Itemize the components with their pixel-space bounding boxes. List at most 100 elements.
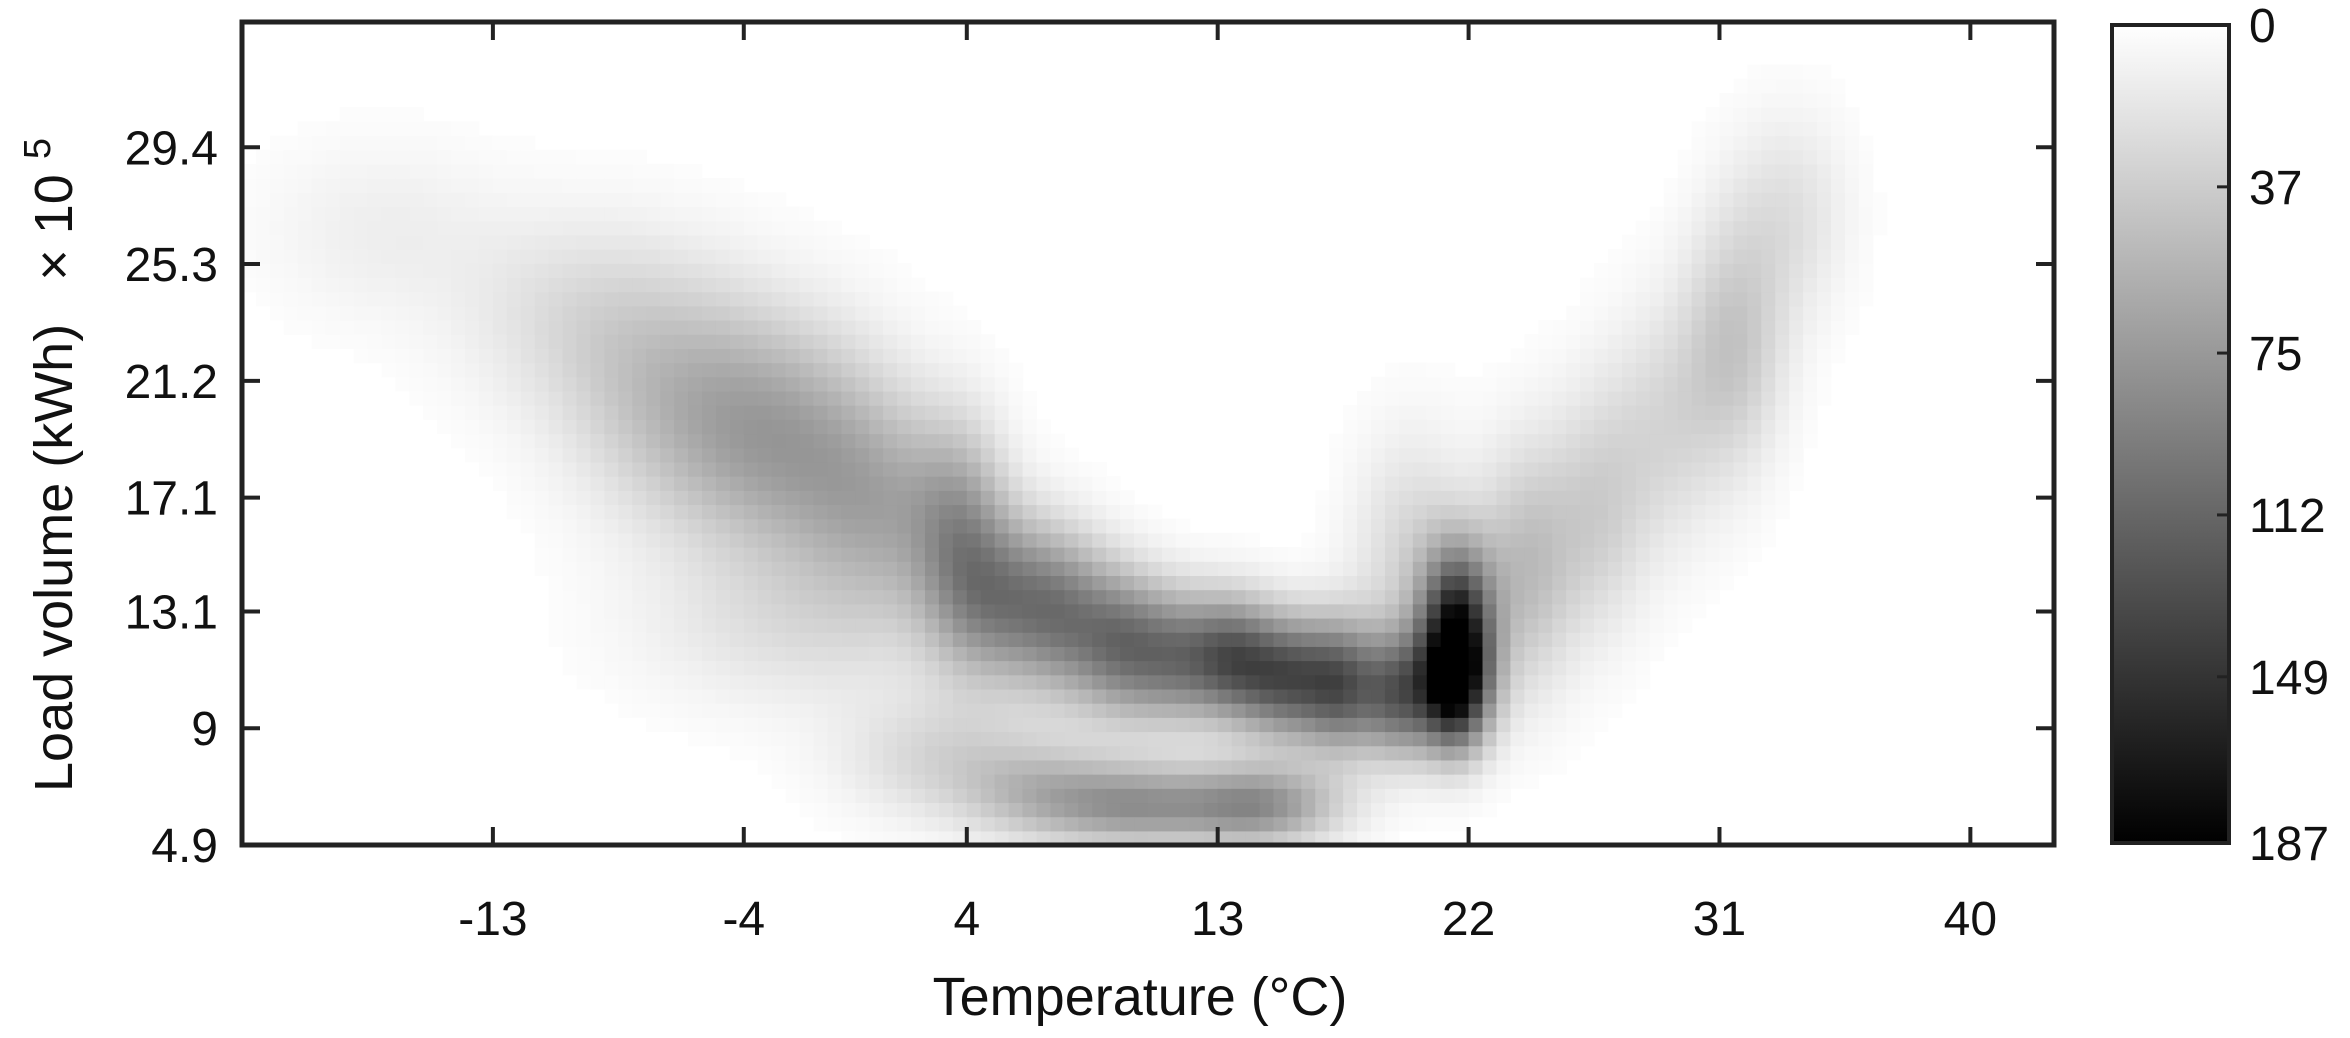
heatmap-cell (1524, 674, 1539, 690)
heatmap-cell (1343, 816, 1358, 832)
heatmap-cell (492, 149, 508, 165)
heatmap-cell (1106, 547, 1121, 562)
heatmap-cell (381, 234, 396, 250)
heatmap-cell (465, 376, 480, 392)
heatmap-cell (423, 319, 438, 335)
heatmap-cell (590, 461, 605, 477)
heatmap-cell (1580, 362, 1595, 378)
heatmap-cell (1120, 518, 1135, 534)
heatmap-cell (897, 589, 912, 605)
heatmap-cell (1691, 390, 1707, 406)
heatmap-cell (1426, 362, 1442, 378)
heatmap-cell (1747, 390, 1762, 406)
heatmap-cell (924, 490, 940, 506)
heatmap-cell (423, 192, 438, 208)
heatmap-cell (1691, 319, 1707, 335)
heatmap-cell (1008, 547, 1024, 562)
heatmap-cell (952, 518, 968, 534)
heatmap-cell (1635, 433, 1651, 449)
heatmap-cell (897, 305, 912, 321)
heatmap-cell (632, 149, 647, 165)
heatmap-cell (883, 461, 898, 477)
heatmap-cell (1454, 703, 1470, 718)
heatmap-cell (1287, 617, 1302, 633)
heatmap-cell (646, 504, 661, 520)
heatmap-cell (688, 617, 703, 633)
heatmap-cell (297, 249, 313, 264)
heatmap-cell (1677, 447, 1693, 463)
heatmap-cell (1384, 646, 1400, 662)
heatmap-cell (771, 433, 787, 449)
heatmap-cell (1301, 646, 1316, 662)
heatmap-cell (1301, 617, 1316, 633)
heatmap-cell (743, 376, 759, 392)
heatmap-cell (1050, 547, 1065, 562)
heatmap-cell (1566, 390, 1581, 406)
heatmap-cell (911, 376, 926, 392)
heatmap-cell (1315, 717, 1330, 733)
heatmap-cell (924, 334, 940, 349)
heatmap-cell (1761, 433, 1776, 449)
heatmap-cell (897, 745, 912, 761)
heatmap-cell (409, 376, 424, 392)
heatmap-cell (757, 617, 773, 633)
heatmap-cell (395, 305, 410, 321)
heatmap-cell (994, 774, 1010, 789)
heatmap-cell (785, 532, 801, 548)
heatmap-cell (1677, 419, 1693, 435)
heatmap-cell (1315, 518, 1330, 534)
heatmap-cell (1357, 688, 1372, 704)
heatmap-cell (1315, 603, 1330, 619)
heatmap-cell (1245, 617, 1261, 633)
heatmap-cell (980, 802, 996, 818)
heatmap-cell (1357, 759, 1372, 775)
heatmap-cell (660, 405, 675, 420)
heatmap-cell (1747, 532, 1762, 548)
heatmap-cell (785, 490, 801, 506)
heatmap-cell (841, 433, 856, 449)
heatmap-cell (1036, 660, 1052, 676)
heatmap-cell (618, 149, 633, 165)
heatmap-cell (1468, 405, 1484, 420)
heatmap-cell (1524, 419, 1539, 435)
heatmap-cell (1510, 419, 1525, 435)
heatmap-cell (1329, 561, 1344, 576)
heatmap-cell (339, 277, 355, 293)
heatmap-cell (1635, 504, 1651, 520)
heatmap-cell (1203, 731, 1219, 747)
heatmap-cell (1621, 461, 1637, 477)
heatmap-cell (632, 447, 647, 463)
heatmap-cell (478, 163, 494, 179)
heatmap-cell (1384, 745, 1400, 761)
heatmap-cell (1217, 717, 1233, 733)
heatmap-cell (646, 234, 661, 250)
heatmap-cell (1496, 362, 1511, 378)
heatmap-cell (618, 263, 633, 279)
heatmap-cell (1817, 249, 1832, 264)
heatmap-cell (1398, 646, 1414, 662)
heatmap-cell (646, 263, 661, 279)
heatmap-cell (1761, 362, 1776, 378)
heatmap-cell (1259, 788, 1275, 804)
heatmap-cell (1607, 334, 1623, 349)
heatmap-cell (799, 788, 815, 804)
heatmap-cell (646, 617, 661, 633)
heatmap-cell (437, 334, 452, 349)
heatmap-cell (1440, 575, 1456, 591)
heatmap-cell (911, 774, 926, 789)
heatmap-cell (869, 617, 884, 633)
heatmap-cell (1719, 249, 1735, 264)
heatmap-cell (660, 348, 675, 364)
heatmap-cell (1552, 419, 1567, 435)
heatmap-cell (1566, 745, 1581, 761)
heatmap-cell (465, 390, 480, 406)
heatmap-cell (1064, 745, 1079, 761)
heatmap-cell (1426, 745, 1442, 761)
heatmap-cell (618, 291, 633, 307)
heatmap-cell (841, 617, 856, 633)
heatmap-cell (1830, 305, 1846, 321)
heatmap-cell (841, 816, 856, 832)
heatmap-cell (1761, 405, 1776, 420)
heatmap-cell (1482, 447, 1498, 463)
heatmap-cell (1454, 759, 1470, 775)
